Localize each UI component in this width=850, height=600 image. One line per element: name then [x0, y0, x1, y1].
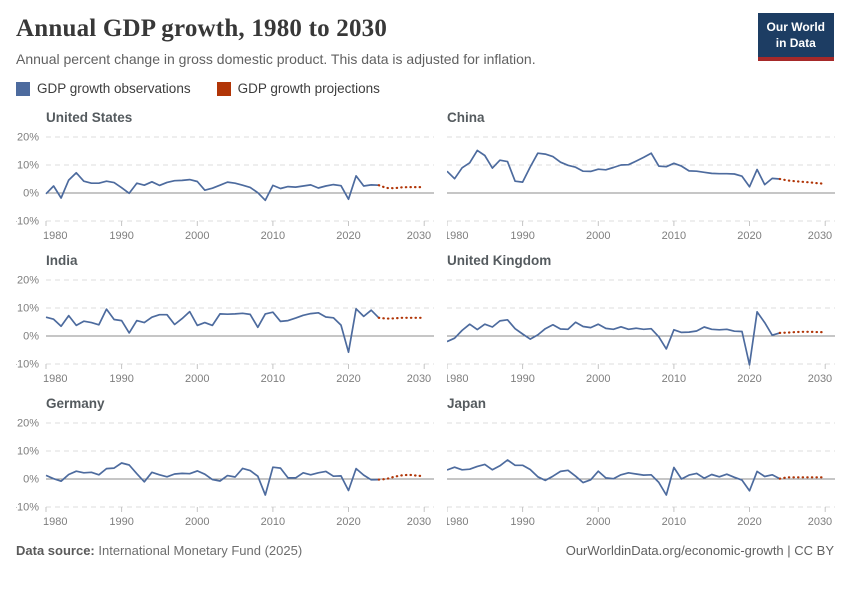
x-axis-tick-label: 1990 — [109, 373, 133, 385]
chart-china[interactable]: 1980 1990 2000 2010 2020 2030 — [447, 127, 835, 245]
data-source-label: Data source: — [16, 543, 95, 558]
data-source: Data source: International Monetary Fund… — [16, 543, 302, 558]
x-axis-tick-label: 2000 — [586, 373, 610, 385]
observations-line — [45, 462, 379, 496]
x-axis-tick-label: 2010 — [662, 230, 686, 242]
chart-title-united-kingdom: United Kingdom — [447, 253, 552, 268]
legend: GDP growth observations GDP growth proje… — [16, 81, 834, 96]
chart-title-japan: Japan — [447, 396, 487, 411]
y-axis-tick-label: 0% — [23, 188, 39, 200]
x-axis-tick-label: 2020 — [336, 516, 360, 528]
x-axis-tick-label: 1980 — [43, 373, 67, 385]
chart-united-states[interactable]: 20% 10% 0% -10% 1980 1990 2000 2010 2020 2030 — [16, 127, 434, 245]
chart-india[interactable]: 20% 10% 0% -10% 1980 1990 2000 2010 2020 2030 — [16, 270, 434, 388]
x-axis-tick-label: 2000 — [586, 230, 610, 242]
legend-observations-label: GDP growth observations — [37, 81, 191, 96]
x-axis-tick-label: 2030 — [808, 230, 832, 242]
observations-swatch-icon — [16, 81, 30, 96]
owid-logo[interactable]: Our World in Data — [757, 13, 834, 62]
observations-line — [45, 307, 380, 354]
observations-line — [447, 459, 781, 496]
x-axis-tick-label: 1990 — [510, 516, 534, 528]
x-axis-tick-label: 2030 — [407, 230, 431, 242]
x-axis-tick-label: 2020 — [737, 230, 761, 242]
x-axis-tick-label: 2020 — [737, 516, 761, 528]
observations-line — [45, 171, 379, 202]
x-axis-tick-label: 1990 — [510, 230, 534, 242]
chart-title-germany: Germany — [46, 396, 105, 411]
x-axis-tick-label: 1990 — [109, 516, 133, 528]
x-axis-tick-label: 2020 — [737, 373, 761, 385]
chart-japan[interactable]: 1980 1990 2000 2010 2020 2030 — [447, 413, 835, 531]
x-axis-tick-label: 2010 — [261, 230, 285, 242]
y-axis-tick-label: 10% — [17, 160, 39, 172]
chart-panel-united-kingdom: United Kingdom 1980 1990 2000 2010 2020 2030 — [447, 253, 835, 388]
x-axis-tick-label: 1990 — [510, 373, 534, 385]
page-subtitle: Annual percent change in gross domestic … — [16, 51, 536, 67]
y-axis-tick-label: 10% — [17, 303, 39, 315]
y-axis-tick-label: 20% — [17, 275, 39, 287]
chart-united-kingdom[interactable]: 1980 1990 2000 2010 2020 2030 — [447, 270, 835, 388]
projections-line — [778, 476, 827, 480]
x-axis-tick-label: 1980 — [43, 516, 67, 528]
data-source-value: International Monetary Fund (2025) — [98, 543, 303, 558]
x-axis-tick-label: 2000 — [586, 516, 610, 528]
projections-swatch-icon — [216, 81, 231, 96]
projections-line — [377, 184, 426, 190]
owid-logo-line1: Our World — [766, 20, 825, 34]
x-axis-tick-label: 2010 — [662, 516, 686, 528]
projections-line — [377, 316, 426, 320]
chart-panel-china: China 1980 1990 2000 2010 2020 2030 — [447, 110, 835, 245]
x-axis-tick-label: 1990 — [109, 230, 133, 242]
x-axis-tick-label: 2010 — [662, 373, 686, 385]
chart-title-united-states: United States — [46, 110, 133, 125]
legend-item-projections: GDP growth projections — [216, 81, 380, 96]
y-axis-tick-label: 20% — [17, 132, 39, 144]
chart-panel-india: India 20%10%0%-10%1980199020002010202020… — [16, 253, 434, 388]
x-axis-tick-label: 1980 — [447, 516, 468, 528]
y-axis-tick-label: -10% — [16, 216, 39, 228]
chart-title-china: China — [447, 110, 485, 125]
legend-projections-label: GDP growth projections — [237, 81, 380, 96]
x-axis-tick-label: 2030 — [808, 373, 832, 385]
x-axis-tick-label: 1980 — [43, 230, 67, 242]
page-title: Annual GDP growth, 1980 to 2030 — [16, 15, 388, 42]
x-axis-tick-label: 1980 — [447, 373, 468, 385]
chart-title-india: India — [46, 253, 78, 268]
chart-germany[interactable]: 20% 10% 0% -10% 1980 1990 2000 2010 2020 2030 — [16, 413, 434, 531]
x-axis-tick-label: 2010 — [261, 373, 285, 385]
x-axis-tick-label: 2010 — [261, 516, 285, 528]
footer: Data source: International Monetary Fund… — [16, 543, 834, 558]
x-axis-tick-label: 2020 — [336, 230, 360, 242]
x-axis-tick-label: 1980 — [447, 230, 468, 242]
x-axis-tick-label: 2020 — [336, 373, 360, 385]
x-axis-tick-label: 2000 — [185, 516, 209, 528]
projections-line — [778, 177, 827, 185]
observations-line — [447, 149, 780, 188]
charts-grid: United States 20%10%0%-10%19801990200020… — [16, 110, 835, 531]
x-axis-tick-label: 2000 — [185, 230, 209, 242]
y-axis-tick-label: 0% — [23, 474, 39, 486]
x-axis-tick-label: 2030 — [407, 516, 431, 528]
header-text: Annual GDP growth, 1980 to 2030 Annual p… — [16, 13, 536, 67]
legend-item-observations: GDP growth observations — [16, 81, 191, 96]
y-axis-tick-label: 10% — [17, 446, 39, 458]
x-axis-tick-label: 2030 — [808, 516, 832, 528]
projections-line — [778, 330, 827, 335]
chart-panel-united-states: United States 20%10%0%-10%19801990200020… — [16, 110, 434, 245]
footer-credit-link[interactable]: OurWorldinData.org/economic-growth | CC … — [565, 543, 834, 558]
projections-line — [377, 473, 426, 481]
y-axis-tick-label: -10% — [16, 502, 39, 514]
page: Annual GDP growth, 1980 to 2030 Annual p… — [16, 13, 835, 558]
y-axis-tick-label: 20% — [17, 418, 39, 430]
chart-panel-japan: Japan 1980 1990 2000 2010 2020 2030 — [447, 396, 835, 531]
header: Annual GDP growth, 1980 to 2030 Annual p… — [16, 13, 834, 67]
owid-logo-line2: in Data — [775, 35, 816, 50]
chart-panel-germany: Germany 20% 10% 0% -10% 1980 1990 2000 2010 2020… — [16, 396, 434, 531]
x-axis-tick-label: 2000 — [185, 373, 209, 385]
y-axis-tick-label: -10% — [16, 359, 39, 371]
y-axis-tick-label: 0% — [23, 331, 39, 343]
observations-line — [447, 311, 781, 366]
x-axis-tick-label: 2030 — [407, 373, 431, 385]
